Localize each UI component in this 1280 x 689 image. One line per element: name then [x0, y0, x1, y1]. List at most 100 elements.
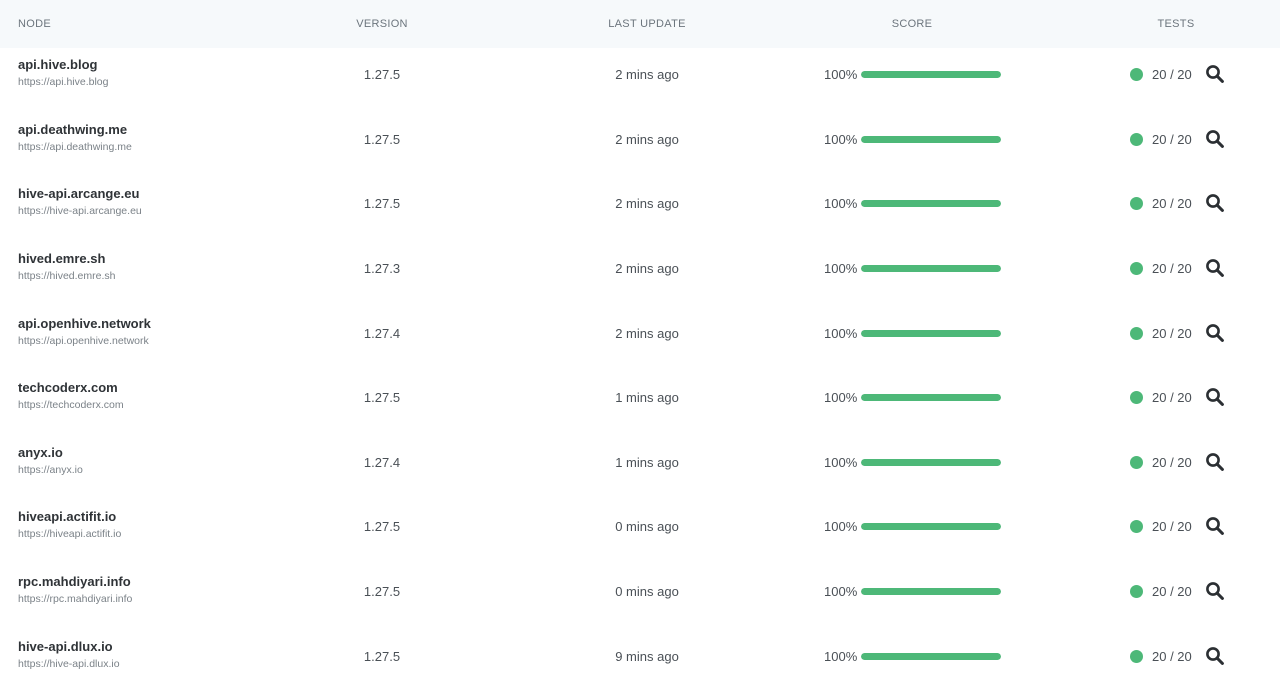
- score-progress-bar: [861, 265, 1001, 272]
- score-progress-bar: [861, 330, 1001, 337]
- table-row: hived.emre.sh https://hived.emre.sh 1.27.3…: [0, 239, 1280, 303]
- score-progress-bar: [861, 523, 1001, 530]
- score-percent: 100%: [824, 261, 858, 276]
- column-header-score[interactable]: SCORE: [891, 18, 933, 30]
- node-version: 1.27.5: [363, 132, 401, 147]
- score-progress-fill: [861, 330, 1001, 337]
- search-icon[interactable]: [1205, 64, 1225, 84]
- score-progress-bar: [861, 588, 1001, 595]
- last-update: 1 mins ago: [615, 390, 679, 405]
- column-header-node[interactable]: NODE: [18, 18, 51, 30]
- node-name[interactable]: rpc.mahdiyari.info: [18, 574, 131, 589]
- score-progress-fill: [861, 588, 1001, 595]
- column-header-last-update[interactable]: LAST UPDATE: [608, 18, 686, 30]
- score-percent: 100%: [824, 584, 858, 599]
- search-icon[interactable]: [1205, 646, 1225, 666]
- score-progress-fill: [861, 523, 1001, 530]
- tests-count: 20 / 20: [1152, 455, 1192, 470]
- node-version: 1.27.5: [363, 519, 401, 534]
- node-version: 1.27.5: [363, 390, 401, 405]
- tests-count: 20 / 20: [1152, 519, 1192, 534]
- node-name[interactable]: hive-api.dlux.io: [18, 639, 113, 654]
- last-update: 0 mins ago: [615, 519, 679, 534]
- node-version: 1.27.5: [363, 649, 401, 664]
- table-header: NODE VERSION LAST UPDATE SCORE TESTS: [0, 0, 1280, 48]
- node-url[interactable]: https://hive-api.dlux.io: [18, 658, 120, 670]
- status-dot: [1130, 520, 1143, 533]
- score-percent: 100%: [824, 649, 858, 664]
- last-update: 0 mins ago: [615, 584, 679, 599]
- score-progress-bar: [861, 136, 1001, 143]
- status-dot: [1130, 197, 1143, 210]
- status-dot: [1130, 327, 1143, 340]
- score-percent: 100%: [824, 519, 858, 534]
- score-percent: 100%: [824, 326, 858, 341]
- last-update: 2 mins ago: [615, 261, 679, 276]
- search-icon[interactable]: [1205, 193, 1225, 213]
- status-dot: [1130, 68, 1143, 81]
- status-dot: [1130, 133, 1143, 146]
- node-version: 1.27.4: [363, 326, 401, 341]
- score-percent: 100%: [824, 390, 858, 405]
- table-row: hive-api.dlux.io https://hive-api.dlux.io…: [0, 627, 1280, 689]
- status-dot: [1130, 262, 1143, 275]
- node-url[interactable]: https://rpc.mahdiyari.info: [18, 593, 133, 605]
- status-dot: [1130, 650, 1143, 663]
- column-header-version[interactable]: VERSION: [356, 18, 408, 30]
- node-name[interactable]: api.deathwing.me: [18, 122, 128, 137]
- node-version: 1.27.5: [363, 584, 401, 599]
- search-icon[interactable]: [1205, 581, 1225, 601]
- tests-count: 20 / 20: [1152, 326, 1192, 341]
- last-update: 2 mins ago: [615, 196, 679, 211]
- status-dot: [1130, 456, 1143, 469]
- search-icon[interactable]: [1205, 516, 1225, 536]
- search-icon[interactable]: [1205, 323, 1225, 343]
- tests-count: 20 / 20: [1152, 196, 1192, 211]
- tests-count: 20 / 20: [1152, 390, 1192, 405]
- node-url[interactable]: https://api.hive.blog: [18, 76, 109, 88]
- node-version: 1.27.5: [363, 67, 401, 82]
- status-dot: [1130, 391, 1143, 404]
- node-url[interactable]: https://anyx.io: [18, 464, 83, 476]
- table-row: anyx.io https://anyx.io 1.27.4 1 mins ago 10…: [0, 433, 1280, 497]
- table-row: api.openhive.network https://api.openhive…: [0, 304, 1280, 368]
- search-icon[interactable]: [1205, 129, 1225, 149]
- tests-count: 20 / 20: [1152, 67, 1192, 82]
- tests-count: 20 / 20: [1152, 584, 1192, 599]
- node-name[interactable]: hive-api.arcange.eu: [18, 186, 140, 201]
- node-url[interactable]: https://api.openhive.network: [18, 335, 149, 347]
- search-icon[interactable]: [1205, 452, 1225, 472]
- last-update: 9 mins ago: [615, 649, 679, 664]
- node-url[interactable]: https://api.deathwing.me: [18, 141, 132, 153]
- score-percent: 100%: [824, 455, 858, 470]
- node-url[interactable]: https://hived.emre.sh: [18, 270, 116, 282]
- node-name[interactable]: hiveapi.actifit.io: [18, 509, 117, 524]
- score-progress-fill: [861, 653, 1001, 660]
- node-url[interactable]: https://hive-api.arcange.eu: [18, 205, 142, 217]
- tests-count: 20 / 20: [1152, 261, 1192, 276]
- score-progress-fill: [861, 265, 1001, 272]
- node-version: 1.27.5: [363, 196, 401, 211]
- node-name[interactable]: api.openhive.network: [18, 316, 151, 331]
- table-row: hiveapi.actifit.io https://hiveapi.actifi…: [0, 497, 1280, 561]
- score-progress-fill: [861, 200, 1001, 207]
- node-url[interactable]: https://hiveapi.actifit.io: [18, 528, 122, 540]
- score-progress-bar: [861, 459, 1001, 466]
- search-icon[interactable]: [1205, 258, 1225, 278]
- table-row: rpc.mahdiyari.info https://rpc.mahdiyari.…: [0, 562, 1280, 626]
- score-progress-fill: [861, 459, 1001, 466]
- column-header-tests[interactable]: TESTS: [1157, 18, 1195, 30]
- node-name[interactable]: hived.emre.sh: [18, 251, 106, 266]
- node-url[interactable]: https://techcoderx.com: [18, 399, 124, 411]
- score-percent: 100%: [824, 132, 858, 147]
- node-name[interactable]: anyx.io: [18, 445, 63, 460]
- score-progress-bar: [861, 200, 1001, 207]
- score-progress-bar: [861, 394, 1001, 401]
- search-icon[interactable]: [1205, 387, 1225, 407]
- tests-count: 20 / 20: [1152, 649, 1192, 664]
- node-name[interactable]: techcoderx.com: [18, 380, 118, 395]
- score-progress-fill: [861, 71, 1001, 78]
- score-progress-fill: [861, 394, 1001, 401]
- node-name[interactable]: api.hive.blog: [18, 57, 98, 72]
